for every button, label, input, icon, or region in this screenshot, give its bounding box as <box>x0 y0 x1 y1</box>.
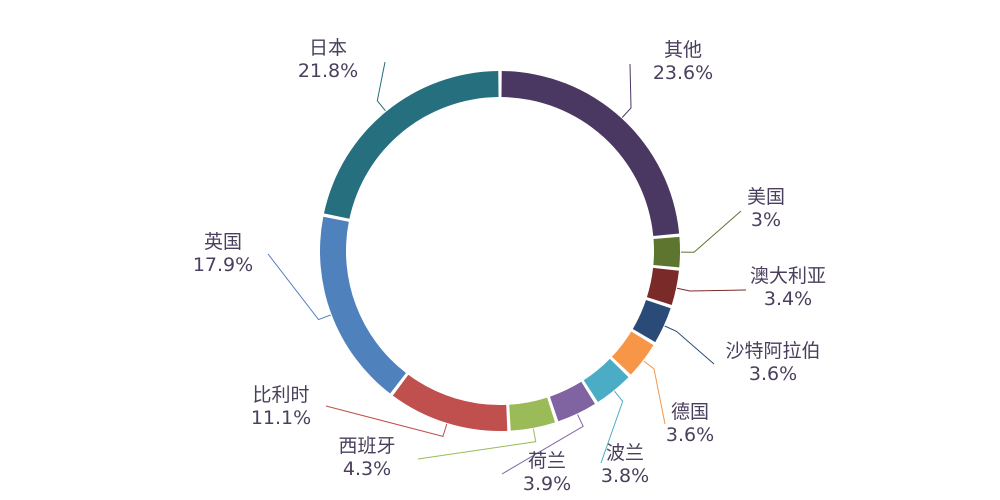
slice-value-label: 17.9% <box>193 254 253 276</box>
leader-line-10 <box>376 61 386 112</box>
slice-value-label: 3.6% <box>666 424 714 446</box>
slice-value-label: 3.6% <box>749 363 797 385</box>
slice-5 <box>583 358 629 403</box>
slice-value-label: 3.9% <box>523 473 571 495</box>
slice-10 <box>323 71 499 219</box>
slice-value-label: 3.8% <box>601 465 649 487</box>
slice-category-label: 沙特阿拉伯 <box>725 340 820 362</box>
slice-value-label: 3% <box>751 209 781 231</box>
slice-value-label: 4.3% <box>343 458 391 480</box>
leader-line-6 <box>501 414 584 475</box>
slice-value-label: 3.4% <box>764 288 812 310</box>
slice-value-label: 23.6% <box>653 62 713 84</box>
leader-lines <box>267 61 747 475</box>
slice-9 <box>320 216 406 394</box>
slice-3 <box>632 299 671 343</box>
slice-category-label: 日本 <box>309 37 347 59</box>
slice-2 <box>646 267 679 305</box>
leader-line-7 <box>417 428 537 460</box>
slice-value-label: 11.1% <box>251 407 311 429</box>
slice-category-label: 比利时 <box>252 384 309 406</box>
slice-7 <box>509 397 556 431</box>
slice-value-label: 21.8% <box>298 60 358 82</box>
slice-1 <box>653 236 681 268</box>
slice-labels: 其他23.6%美国3%澳大利亚3.4%沙特阿拉伯3.6%德国3.6%波兰3.8%… <box>193 37 826 495</box>
slice-0 <box>501 71 680 236</box>
leader-line-1 <box>680 210 742 253</box>
slice-category-label: 德国 <box>671 401 709 423</box>
slice-category-label: 澳大利亚 <box>750 265 826 287</box>
slice-category-label: 其他 <box>664 39 702 61</box>
leader-line-4 <box>643 360 666 425</box>
leader-line-2 <box>677 287 747 292</box>
donut-slices <box>320 71 681 431</box>
slice-8 <box>392 374 508 431</box>
leader-line-5 <box>600 390 624 464</box>
slice-category-label: 英国 <box>204 231 242 253</box>
slice-category-label: 美国 <box>747 186 785 208</box>
leader-line-3 <box>664 325 715 365</box>
leader-line-9 <box>267 253 331 321</box>
leader-line-8 <box>325 405 448 438</box>
slice-6 <box>549 381 595 422</box>
leader-line-0 <box>621 63 632 118</box>
slice-4 <box>611 331 654 375</box>
slice-category-label: 西班牙 <box>338 435 395 457</box>
slice-category-label: 荷兰 <box>528 450 566 472</box>
slice-category-label: 波兰 <box>606 442 644 464</box>
